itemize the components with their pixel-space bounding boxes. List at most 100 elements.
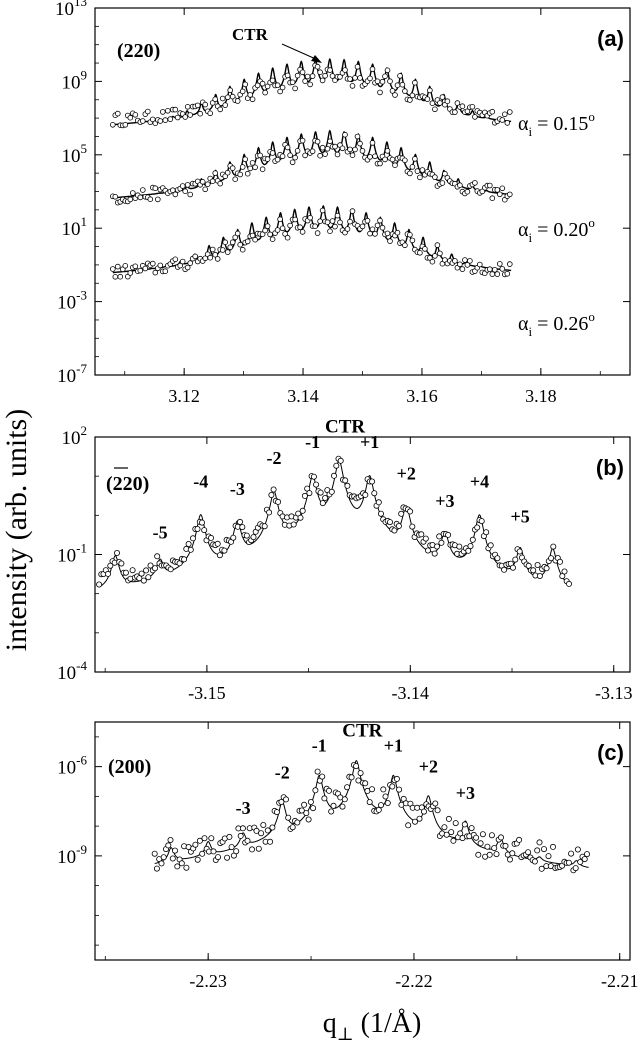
data-point	[216, 552, 223, 559]
data-point	[538, 865, 545, 872]
data-point	[322, 151, 328, 157]
data-point	[506, 191, 513, 198]
data-point	[270, 486, 277, 493]
data-markers	[151, 762, 591, 874]
data-point	[327, 138, 333, 145]
data-point	[262, 227, 268, 234]
data-point	[202, 101, 209, 108]
data-point	[496, 191, 503, 198]
series-label: αi = 0.26o	[518, 309, 595, 339]
data-point	[412, 79, 418, 86]
data-point	[384, 230, 391, 237]
data-point	[493, 851, 500, 858]
data-point	[254, 82, 261, 89]
data-point	[118, 560, 125, 567]
data-point	[334, 212, 341, 219]
data-markers-2	[110, 131, 513, 206]
data-point	[252, 236, 258, 243]
data-point	[469, 536, 476, 543]
data-point	[432, 106, 438, 113]
data-point	[561, 568, 568, 575]
data-point	[357, 140, 363, 147]
data-point	[239, 164, 246, 170]
data-point	[172, 191, 179, 198]
data-point	[429, 258, 436, 265]
data-point	[221, 547, 228, 554]
data-point	[398, 510, 405, 517]
data-point	[145, 574, 152, 581]
data-point	[536, 573, 543, 580]
data-point	[407, 170, 413, 177]
data-point	[151, 850, 158, 857]
data-point	[192, 841, 199, 848]
data-point	[201, 835, 208, 842]
data-point	[472, 180, 478, 186]
data-point	[264, 83, 271, 90]
data-point	[275, 498, 282, 505]
data-point	[239, 825, 246, 832]
data-point	[506, 109, 513, 115]
data-point	[337, 219, 343, 226]
data-point	[219, 95, 226, 102]
data-point	[389, 156, 396, 163]
data-point	[167, 116, 174, 122]
data-point	[476, 261, 483, 268]
data-point	[389, 88, 396, 94]
data-point	[397, 73, 403, 79]
data-point	[219, 247, 226, 253]
data-point	[157, 262, 164, 269]
data-point	[441, 824, 448, 831]
peak-label: +5	[511, 507, 530, 527]
panel-label: (b)	[596, 455, 624, 480]
data-point	[297, 514, 304, 521]
x-tick-label: -2.21	[601, 971, 639, 991]
data-point	[209, 246, 216, 253]
data-point	[444, 98, 451, 104]
data-point	[412, 156, 418, 162]
data-point	[177, 262, 184, 269]
data-point	[292, 216, 298, 223]
panel-label: (a)	[597, 26, 624, 51]
x-tick-label: -3.13	[595, 683, 633, 703]
data-point	[247, 165, 254, 172]
data-point	[543, 565, 550, 572]
data-point	[574, 846, 581, 853]
data-point	[427, 255, 433, 261]
data-point	[479, 831, 486, 838]
data-point	[299, 507, 306, 514]
data-point	[249, 96, 256, 103]
data-point	[167, 566, 174, 573]
data-point	[229, 239, 236, 246]
data-point	[369, 140, 376, 146]
data-point	[472, 114, 478, 120]
data-point	[209, 178, 216, 185]
data-point	[322, 494, 329, 501]
data-point	[344, 784, 351, 791]
x-tick-label: -2.23	[189, 971, 227, 991]
data-point	[572, 865, 579, 872]
data-point	[282, 231, 288, 237]
peak-label: +2	[397, 464, 416, 484]
data-point	[261, 523, 268, 530]
data-point	[497, 834, 504, 841]
data-point	[277, 216, 283, 223]
peak-label: -4	[193, 471, 208, 491]
data-point	[243, 532, 250, 539]
data-point	[197, 110, 204, 117]
data-point	[433, 543, 440, 550]
data-point	[319, 500, 326, 507]
data-point	[267, 231, 273, 238]
data-point	[377, 510, 384, 517]
data-point	[459, 103, 466, 109]
data-point	[486, 851, 493, 858]
data-point	[282, 796, 289, 803]
data-point	[367, 154, 373, 160]
plot-frame	[94, 721, 631, 961]
data-point	[357, 770, 364, 777]
data-point	[352, 75, 358, 81]
data-point	[187, 260, 194, 266]
data-point	[165, 108, 171, 114]
data-point	[489, 195, 496, 202]
data-point	[417, 250, 423, 256]
data-point	[392, 162, 398, 169]
